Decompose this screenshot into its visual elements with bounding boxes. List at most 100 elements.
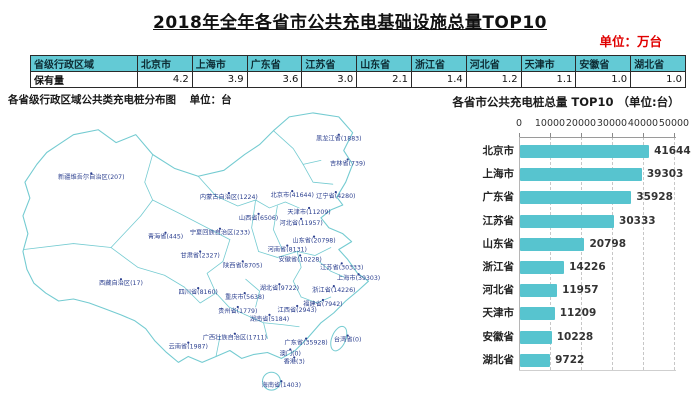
holdings-table: 省级行政区域 北京市 上海市 广东省 江苏省 山东省 浙江省 河北省 天津市 安徽省 湖北省 保有量… [30,55,686,88]
province-marker-dot [300,217,303,220]
x-axis-tick-mark [612,133,613,137]
map-province-label: 云南省(1987) [169,343,208,351]
bar-category-label: 河北省 [482,284,515,297]
map-province-label: 福建省(7942) [303,300,342,308]
map-province-label: 宁夏回族自治区(233) [190,229,250,237]
x-axis-tick-mark [550,133,551,137]
bar [520,261,565,274]
x-axis-tick-label: 40000 [627,118,659,129]
map-province-label: 浙江省(14226) [312,286,355,294]
bar-value-label: 9722 [555,353,585,366]
province-marker-dot [268,313,271,316]
x-axis-tick-label: 10000 [534,118,566,129]
bar [520,145,650,158]
map-province-label: 河南省(8131) [268,246,307,254]
bar-value-label: 41644 [654,145,691,157]
bar [520,330,552,344]
map-province-label: 山东省(20798) [292,237,335,245]
province-marker-dot [305,337,308,340]
bar [520,353,551,367]
gridline-vertical [674,137,675,370]
province-marker-dot [257,212,260,215]
table-col-header: 河北省 [465,55,522,72]
bar-category-label: 北京市 [482,145,515,157]
country-outline [22,112,370,391]
bar-category-label: 浙江省 [482,261,515,273]
province-marker-dot [243,291,246,295]
map-province-label: 北京市(41644) [271,191,314,199]
map-province-label: 山西省(6506) [239,214,278,222]
province-marker-dot [312,235,316,238]
province-marker-dot [357,273,360,276]
chart-title: 各省市公共充电桩总量 TOP10 （单位:台） [432,94,700,110]
table-col-header: 上海市 [191,55,248,72]
gridline-vertical [643,137,644,370]
map-province-label: 西藏自治区(17) [99,279,143,287]
province-marker-dot [296,304,299,308]
taiwan-island [330,325,348,352]
province-marker-dot [187,341,190,344]
table-col-header: 北京市 [137,55,193,72]
province-marker-dot [299,254,302,257]
province-marker-dot [337,133,340,136]
y-axis-line [519,137,520,370]
map-province-label: 青海省(445) [148,233,183,241]
table-col-header: 安徽省 [575,55,632,72]
province-marker-dot [307,206,311,210]
map-province-label: 湖北省(9722) [260,284,299,292]
province-marker-dot [197,287,200,290]
bar-value-label: 30333 [619,214,656,227]
map-province-label: 辽宁省(4280) [316,192,355,200]
bar-category-label: 天津市 [482,307,515,320]
province-marker-dot [286,244,289,247]
map-labels: 新疆维吾尔自治区(207) 西藏自治区(17) 青海省(445) 甘肃省(2327) 宁… [58,133,380,389]
map-province-label: 海南省(1403) [262,381,301,389]
bar [520,237,585,251]
province-marker-dot [346,334,349,337]
bar-category-label: 山东省 [482,237,515,250]
x-axis-tick-mark [643,133,644,137]
table-cell-value: 3.6 [246,71,303,88]
plot-bottom-line [519,370,676,371]
table-col-header: 江苏省 [301,55,358,72]
bar-category-label: 安徽省 [482,330,515,343]
map-province-label: 新疆维吾尔自治区(207) [58,173,124,181]
page-title: 2018年全年各省市公共充电基础设施总量TOP10 [153,13,547,33]
bar-value-label: 10228 [556,330,594,343]
china-map: 新疆维吾尔自治区(207) 西藏自治区(17) 青海省(445) 甘肃省(2327) 宁… [22,112,380,391]
province-marker-dot [334,191,337,194]
province-marker-dot [321,298,325,302]
table-col-header: 湖北省 [630,55,686,72]
table-cell-value: 3.9 [191,71,248,88]
map-province-label: 澳门(0) [280,349,301,357]
map-province-label: 广西壮族自治区(1711) [203,334,267,342]
table-corner-header: 省级行政区域 [30,55,138,72]
map-province-label: 贵州省(1779) [218,307,257,315]
table-row: 保有量 4.2 3.9 3.6 3.0 2.1 1.4 1.2 1.1 1.0 1.0 [30,71,686,88]
table-header-row: 省级行政区域 北京市 上海市 广东省 江苏省 山东省 浙江省 河北省 天津市 安徽省 湖北省 [30,55,686,72]
map-province-label: 安徽省(10228) [279,255,322,263]
province-marker-dot [119,278,123,281]
table-cell-value: 1.4 [410,71,467,88]
map-province-label: 香港(3) [284,357,305,365]
table-cell-value: 4.2 [137,71,193,88]
table-row-label: 保有量 [30,71,138,88]
table-body: 保有量 4.2 3.9 3.6 3.0 2.1 1.4 1.2 1.1 1.0 1.0 [30,71,686,88]
table-col-header: 广东省 [246,55,303,72]
map-province-label: 四川省(8160) [179,288,218,296]
map-province-label: 台湾省(0) [334,336,361,344]
bar [520,284,558,298]
bar-value-label: 20798 [589,237,626,250]
bar-value-label: 35928 [636,191,673,204]
x-axis-tick-label: 0 [515,118,523,129]
province-marker-dot [346,158,349,161]
x-axis-tick-label: 50000 [658,118,690,129]
province-marker-dot [289,348,292,351]
x-axis-line [519,137,676,138]
map-province-label: 天津市(11209) [287,208,330,216]
map-province-label: 吉林省(739) [330,159,365,167]
bar-category-label: 江苏省 [482,214,515,227]
province-marker-dot [291,190,294,193]
map-province-label: 重庆市(5638) [225,293,264,301]
map-province-label: 上海市(39303) [337,274,380,282]
